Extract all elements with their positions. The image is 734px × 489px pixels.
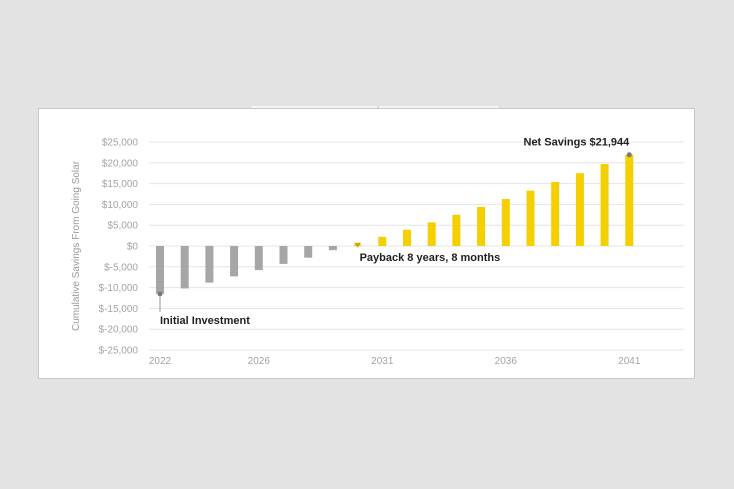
annotations: Initial Investment Payback 8 years, 8 mo… [157,137,632,327]
y-tick-label: $0 [127,242,139,253]
bar-2026 [254,246,263,271]
bar-2035 [477,206,486,246]
x-tick-label: 2036 [495,356,518,367]
net-savings-label: Net Savings $21,944 [524,137,631,149]
y-tick-label: $-5,000 [104,262,138,273]
bar-2025 [230,246,239,277]
bar-2039 [575,173,584,246]
y-tick-label: $5,000 [107,221,138,232]
bar-2037 [526,190,535,246]
bar-2031 [378,236,387,246]
y-axis-label: Cumulative Savings From Going Solar [71,160,82,331]
y-tick-label: $20,000 [102,158,139,169]
initial-investment-marker [157,291,163,297]
x-tick-label: 2041 [618,356,641,367]
bar-2022 [156,246,164,294]
initial-investment-label: Initial Investment [160,315,250,327]
y-tick-label: $15,000 [102,179,139,190]
bar-2038 [551,181,560,246]
gridlines [149,141,684,351]
bar-2032 [403,229,411,246]
x-tick-label: 2022 [149,356,172,367]
x-tick-label: 2031 [371,356,394,367]
y-tick-label: $-20,000 [99,325,139,336]
bar-2036 [501,198,510,246]
bar-2034 [452,214,461,246]
savings-chart: $25,000 $20,000 $15,000 $10,000 $5,000 $0 $-5,… [71,137,684,367]
y-tick-label: $-10,000 [99,283,139,294]
y-tick-label: $10,000 [102,200,139,211]
bar-2023 [180,246,189,289]
payback-label: Payback 8 years, 8 months [360,252,501,264]
x-tick-label: 2026 [248,356,271,367]
payback-marker [354,242,362,248]
y-axis-ticks: $25,000 $20,000 $15,000 $10,000 $5,000 $0 $-5,… [99,138,139,357]
bar-2024 [205,246,214,283]
y-tick-label: $25,000 [102,138,139,149]
y-tick-label: $-25,000 [99,346,139,357]
x-axis-ticks: 2022 2026 2031 2036 2041 [149,356,641,367]
y-tick-label: $-15,000 [99,304,139,315]
bar-2033 [427,222,436,246]
bars [156,154,634,294]
chart-card: $25,000 $20,000 $15,000 $10,000 $5,000 $0 $-5,… [38,108,695,379]
bar-2028 [304,246,313,258]
bar-2040 [600,164,609,246]
net-savings-marker [626,152,632,158]
bar-2029 [328,246,337,251]
bar-2041 [625,154,634,246]
bar-2027 [279,246,288,264]
